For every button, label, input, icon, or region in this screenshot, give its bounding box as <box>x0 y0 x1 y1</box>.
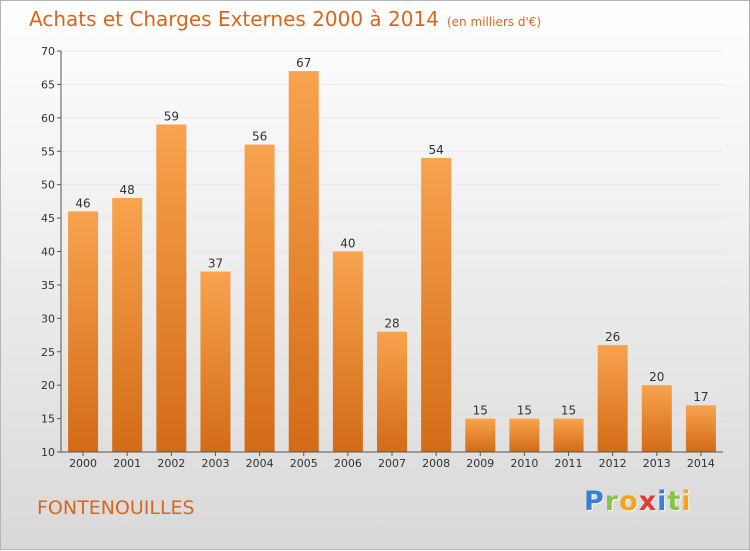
x-tick-label: 2001 <box>113 457 141 470</box>
y-tick-label: 15 <box>41 413 55 426</box>
logo-letter: x <box>638 486 658 517</box>
bar-2009 <box>465 418 496 452</box>
logo-letter: o <box>619 486 639 517</box>
bar-2003 <box>200 271 231 452</box>
x-tick-label: 2002 <box>157 457 185 470</box>
bars: 46 48 59 37 56 67 40 28 54 15 15 15 26 20 17 <box>68 56 716 453</box>
x-tick-label: 2003 <box>201 457 229 470</box>
x-tick-label: 2014 <box>687 457 715 470</box>
x-tick-label: 2000 <box>69 457 97 470</box>
chart-title: Achats et Charges Externes 2000 à 2014 (e… <box>29 7 541 31</box>
x-tick-label: 2007 <box>378 457 406 470</box>
bar-value-label: 54 <box>428 143 443 157</box>
proxiti-logo[interactable]: Proxiti <box>584 486 692 517</box>
x-tick-label: 2012 <box>599 457 627 470</box>
bar-2000 <box>68 211 99 452</box>
bar-value-label: 56 <box>252 130 267 144</box>
y-tick-label: 45 <box>41 212 55 225</box>
bar-2013 <box>641 385 672 452</box>
y-tick-label: 70 <box>41 45 55 58</box>
x-tick-label: 2013 <box>643 457 671 470</box>
bar-2011 <box>553 418 584 452</box>
bar-value-label: 48 <box>120 183 135 197</box>
y-tick-label: 40 <box>41 246 55 259</box>
bar-value-label: 20 <box>649 370 664 384</box>
bar-2002 <box>156 124 187 453</box>
bar-value-label: 37 <box>208 257 223 271</box>
bar-value-label: 17 <box>693 390 708 404</box>
bar-value-label: 28 <box>384 317 399 331</box>
bar-2006 <box>332 251 363 452</box>
bar-value-label: 15 <box>473 404 488 418</box>
x-tick-label: 2006 <box>334 457 362 470</box>
x-tick-label: 2005 <box>290 457 318 470</box>
y-tick-label: 20 <box>41 379 55 392</box>
bar-2001 <box>112 198 143 452</box>
bar-value-label: 15 <box>517 404 532 418</box>
bar-2007 <box>377 331 407 452</box>
y-tick-label: 35 <box>41 279 55 292</box>
bar-2014 <box>685 405 716 452</box>
logo-letter: i <box>681 486 692 517</box>
bar-2010 <box>509 418 540 452</box>
bar-value-label: 46 <box>75 196 90 210</box>
bar-2005 <box>288 71 319 453</box>
bar-2008 <box>421 157 452 452</box>
x-tick-label: 2009 <box>466 457 494 470</box>
x-tick-label: 2004 <box>246 457 274 470</box>
bar-value-label: 15 <box>561 404 576 418</box>
y-tick-label: 60 <box>41 112 55 125</box>
x-tick-label: 2010 <box>510 457 538 470</box>
bar-2004 <box>244 144 275 453</box>
chart-unit: (en milliers d'€) <box>446 15 542 29</box>
y-tick-label: 55 <box>41 145 55 158</box>
logo-letter: r <box>604 486 620 517</box>
bar-value-label: 40 <box>340 237 355 251</box>
logo-letter: P <box>584 486 605 517</box>
x-tick-label: 2011 <box>555 457 583 470</box>
y-tick-label: 50 <box>41 179 55 192</box>
logo-letter: t <box>667 486 682 517</box>
y-tick-label: 10 <box>41 446 55 459</box>
logo-letter: i <box>657 486 668 517</box>
chart-title-text: Achats et Charges Externes 2000 à 2014 <box>29 7 439 31</box>
commune-name: FONTENOUILLES <box>37 497 195 519</box>
x-tick-label: 2008 <box>422 457 450 470</box>
bar-value-label: 67 <box>296 56 311 70</box>
y-tick-label: 25 <box>41 346 55 359</box>
bar-value-label: 59 <box>164 110 179 124</box>
y-tick-label: 30 <box>41 312 55 325</box>
axes: 10 15 20 25 30 35 40 45 50 55 60 65 70 2000 2001 2002 20… <box>41 45 723 470</box>
bar-2012 <box>597 345 628 452</box>
y-tick-label: 65 <box>41 78 55 91</box>
bar-value-label: 26 <box>605 330 620 344</box>
